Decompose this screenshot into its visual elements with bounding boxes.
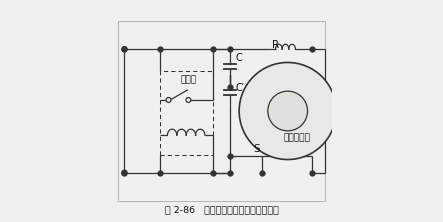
Circle shape bbox=[122, 47, 127, 52]
Text: 启动器: 启动器 bbox=[180, 76, 197, 85]
Text: 压缩机电机: 压缩机电机 bbox=[283, 133, 310, 142]
Bar bbox=[118, 21, 325, 201]
Text: S: S bbox=[253, 144, 260, 154]
Circle shape bbox=[186, 97, 191, 102]
Text: C′: C′ bbox=[236, 83, 245, 93]
Bar bbox=[160, 71, 213, 155]
Circle shape bbox=[166, 97, 171, 102]
Text: R: R bbox=[272, 40, 280, 50]
Text: 图 2-86   电压式启动继电器连接线路图: 图 2-86 电压式启动继电器连接线路图 bbox=[164, 206, 279, 215]
Text: C: C bbox=[236, 53, 243, 63]
Circle shape bbox=[239, 62, 336, 160]
Circle shape bbox=[268, 91, 307, 131]
Circle shape bbox=[122, 170, 127, 175]
